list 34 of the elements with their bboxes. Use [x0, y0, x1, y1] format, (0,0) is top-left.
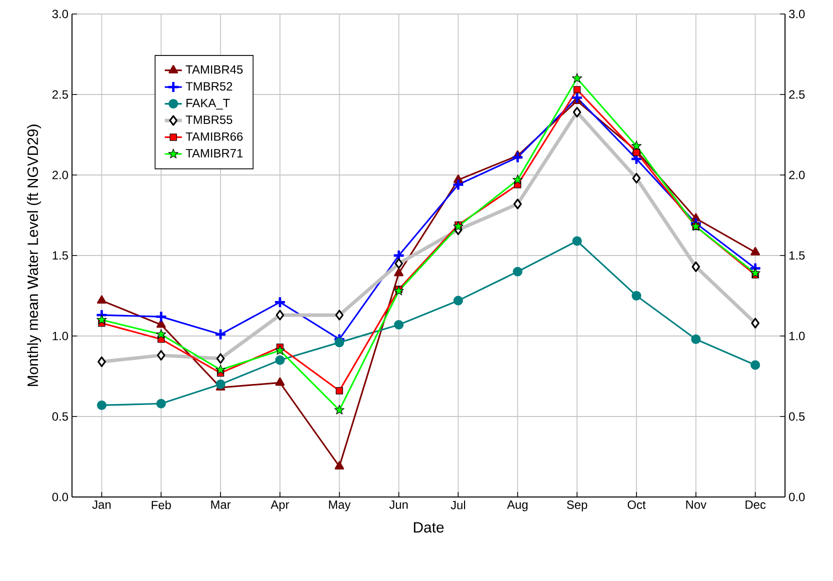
y-tick-label: 3.0 — [52, 10, 68, 18]
x-tick-label: Jun — [389, 500, 408, 509]
x-tick-label: Jan — [92, 500, 111, 509]
y-tick-label: 2.5 — [52, 90, 68, 99]
x-tick-label: Aug — [507, 500, 528, 512]
x-tick-label: Dec — [746, 500, 766, 509]
y2-tick-label: 0.0 — [789, 492, 805, 502]
x-tick-label: May — [329, 500, 351, 512]
y-tick-label: 2.0 — [52, 170, 68, 180]
y2-tick-label: 1.5 — [789, 251, 805, 260]
y2-tick-label: 1.0 — [789, 332, 805, 340]
y2-tick-label: 2.0 — [789, 170, 805, 180]
y-tick-label: 1.0 — [52, 332, 68, 340]
y2-tick-label: 0.5 — [789, 412, 805, 421]
y-tick-label: 1.5 — [52, 251, 68, 260]
x-tick-label: Sep — [566, 500, 588, 512]
y2-tick-label: 2.5 — [789, 90, 805, 99]
legend-label: TAMIBR71 — [186, 149, 243, 158]
legend-label: TAMIBR66 — [186, 132, 243, 141]
legend-label: TAMIBR45 — [186, 65, 243, 74]
legend-label: TMBR52 — [186, 82, 232, 91]
x-axis-title: Date — [414, 522, 444, 533]
y2-tick-label: 3.0 — [788, 10, 805, 18]
legend-label: FAKA_T — [186, 98, 230, 110]
y-axis-title: Monthly mean Water Level (ft NGVD29) — [27, 124, 42, 386]
legend-label: TMBR55 — [186, 116, 232, 124]
y-tick-label: 0.5 — [52, 412, 68, 421]
x-tick-label: Jul — [450, 500, 466, 510]
x-tick-label: Nov — [686, 500, 706, 509]
x-tick-label: Oct — [628, 500, 646, 509]
y-tick-label: 0.0 — [52, 492, 68, 502]
x-tick-label: Apr — [270, 500, 290, 512]
x-tick-label: Feb — [152, 500, 171, 510]
x-tick-label: Mar — [211, 500, 231, 509]
